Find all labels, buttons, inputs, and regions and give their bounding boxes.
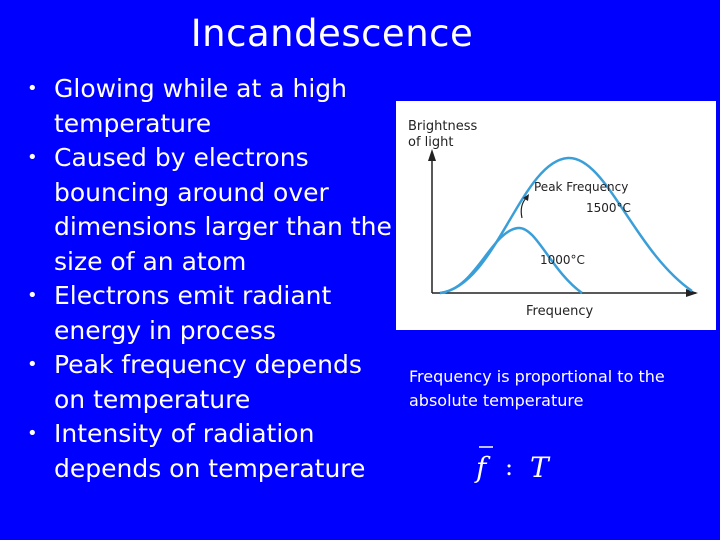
peak-frequency-label: Peak Frequency — [534, 180, 628, 194]
y-axis-arrow-icon — [428, 149, 436, 161]
y-axis-label-line1: Brightness — [408, 119, 477, 134]
formula-frequency-symbol: f — [474, 451, 491, 484]
bullet-item: • Intensity of radiation depends on tempe… — [22, 417, 392, 486]
bullet-list: • Glowing while at a high temperature • Ca… — [22, 72, 392, 486]
blackbody-figure: Brightness of light Peak Frequency 1500°… — [396, 101, 716, 330]
bullet-icon: • — [27, 423, 38, 444]
bullet-item: • Glowing while at a high temperature — [22, 72, 392, 141]
slide-title: Incandescence — [190, 12, 474, 55]
formula: f : T — [470, 440, 580, 490]
bullet-icon: • — [27, 285, 38, 306]
bullet-item: • Peak frequency depends on temperature — [22, 348, 392, 417]
bullet-text: Glowing while at a high temperature — [54, 74, 348, 138]
x-axis-arrow-icon — [686, 289, 698, 297]
temp-1500-label: 1500°C — [586, 201, 631, 215]
peak-shift-arrow-icon — [523, 194, 529, 201]
bullet-icon: • — [27, 147, 38, 168]
proportionality-note: Frequency is proportional to the absolut… — [409, 367, 665, 410]
temp-1000-label: 1000°C — [540, 253, 585, 267]
bullet-item: • Electrons emit radiant energy in proces… — [22, 279, 392, 348]
bullet-text: Electrons emit radiant energy in process — [54, 281, 332, 345]
formula-relation-symbol: : — [505, 453, 513, 481]
formula-graphic: f : T — [474, 446, 551, 484]
bullet-icon: • — [27, 354, 38, 375]
y-axis-label-line2: of light — [408, 135, 453, 150]
formula-temperature-symbol: T — [530, 451, 551, 484]
bullet-text: Peak frequency depends on temperature — [54, 350, 362, 414]
bullet-icon: • — [27, 78, 38, 99]
x-axis-label: Frequency — [526, 304, 593, 319]
blackbody-diagram: Brightness of light Peak Frequency 1500°… — [408, 119, 698, 319]
bullet-text: Intensity of radiation depends on temper… — [54, 419, 366, 483]
bullet-item: • Caused by electrons bouncing around ove… — [22, 141, 392, 279]
curve-1500c — [439, 156, 693, 295]
curve-1000c — [439, 226, 583, 295]
bullet-text: Caused by electrons bouncing around over… — [54, 143, 392, 276]
